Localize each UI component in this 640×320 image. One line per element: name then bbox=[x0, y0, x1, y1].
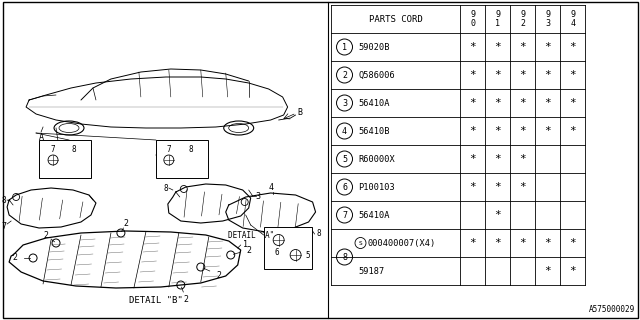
Text: *: * bbox=[544, 238, 551, 248]
Text: *: * bbox=[544, 98, 551, 108]
Text: *: * bbox=[519, 126, 526, 136]
Text: A: A bbox=[38, 133, 44, 142]
Text: 7: 7 bbox=[166, 145, 171, 154]
Text: *: * bbox=[494, 210, 501, 220]
Bar bbox=[264, 227, 312, 269]
Text: *: * bbox=[469, 182, 476, 192]
Text: 3: 3 bbox=[342, 99, 347, 108]
Text: 5: 5 bbox=[342, 155, 347, 164]
Text: 8: 8 bbox=[342, 252, 347, 261]
Text: 9
1: 9 1 bbox=[495, 10, 500, 28]
Text: 000400007(X4): 000400007(X4) bbox=[367, 238, 436, 247]
Text: *: * bbox=[519, 182, 526, 192]
Text: Q586006: Q586006 bbox=[358, 70, 396, 79]
Text: 59187: 59187 bbox=[358, 267, 385, 276]
Text: P100103: P100103 bbox=[358, 182, 396, 191]
Text: *: * bbox=[519, 42, 526, 52]
Text: *: * bbox=[494, 126, 501, 136]
Text: *: * bbox=[469, 70, 476, 80]
Text: 9
0: 9 0 bbox=[470, 10, 476, 28]
Text: *: * bbox=[569, 70, 576, 80]
Text: 2: 2 bbox=[246, 245, 251, 254]
Text: B: B bbox=[298, 108, 303, 116]
Text: 8: 8 bbox=[163, 183, 168, 193]
Text: 2: 2 bbox=[216, 270, 221, 279]
Text: 8: 8 bbox=[1, 196, 6, 204]
Text: 2: 2 bbox=[342, 70, 347, 79]
Text: 9
2: 9 2 bbox=[520, 10, 525, 28]
Text: *: * bbox=[519, 70, 526, 80]
Text: *: * bbox=[544, 266, 551, 276]
Text: *: * bbox=[569, 266, 576, 276]
Text: *: * bbox=[544, 126, 551, 136]
Text: 2: 2 bbox=[183, 294, 188, 303]
Text: A575000029: A575000029 bbox=[589, 305, 635, 314]
Text: 2: 2 bbox=[13, 253, 18, 262]
Text: 2: 2 bbox=[124, 219, 129, 228]
Text: S: S bbox=[358, 241, 362, 245]
Text: *: * bbox=[469, 42, 476, 52]
Text: *: * bbox=[469, 238, 476, 248]
Text: *: * bbox=[469, 126, 476, 136]
Bar bbox=[39, 140, 91, 178]
Text: DETAIL "A": DETAIL "A" bbox=[228, 230, 274, 239]
Text: *: * bbox=[494, 42, 501, 52]
Text: 4: 4 bbox=[268, 183, 273, 192]
Text: 3: 3 bbox=[255, 191, 260, 201]
Text: 56410A: 56410A bbox=[358, 99, 390, 108]
Text: *: * bbox=[519, 98, 526, 108]
Text: 8: 8 bbox=[188, 145, 193, 154]
Text: 1: 1 bbox=[243, 239, 248, 249]
Text: *: * bbox=[569, 42, 576, 52]
Text: 1: 1 bbox=[342, 43, 347, 52]
Text: 4: 4 bbox=[342, 126, 347, 135]
Text: 6: 6 bbox=[342, 182, 347, 191]
Text: *: * bbox=[519, 154, 526, 164]
Text: *: * bbox=[494, 70, 501, 80]
Text: *: * bbox=[569, 238, 576, 248]
Text: 6: 6 bbox=[275, 247, 279, 257]
Text: 5: 5 bbox=[305, 251, 310, 260]
Text: 2: 2 bbox=[44, 230, 49, 239]
Text: *: * bbox=[494, 98, 501, 108]
Text: *: * bbox=[494, 182, 501, 192]
Text: 56410A: 56410A bbox=[358, 211, 390, 220]
Text: *: * bbox=[494, 238, 501, 248]
Text: 7: 7 bbox=[1, 221, 6, 230]
Text: 7: 7 bbox=[342, 211, 347, 220]
Text: R60000X: R60000X bbox=[358, 155, 396, 164]
Text: 8: 8 bbox=[317, 228, 321, 237]
Text: *: * bbox=[519, 238, 526, 248]
Text: *: * bbox=[469, 98, 476, 108]
Text: *: * bbox=[569, 98, 576, 108]
Text: 8: 8 bbox=[72, 145, 76, 154]
Text: *: * bbox=[544, 70, 551, 80]
Text: 9
4: 9 4 bbox=[570, 10, 575, 28]
Text: 9
3: 9 3 bbox=[545, 10, 550, 28]
Text: *: * bbox=[469, 154, 476, 164]
Text: *: * bbox=[494, 154, 501, 164]
Text: *: * bbox=[569, 126, 576, 136]
Text: 7: 7 bbox=[51, 145, 55, 154]
Bar bbox=[156, 140, 208, 178]
Text: DETAIL "B": DETAIL "B" bbox=[129, 296, 183, 305]
Text: PARTS CORD: PARTS CORD bbox=[369, 14, 422, 23]
Text: 59020B: 59020B bbox=[358, 43, 390, 52]
Text: 56410B: 56410B bbox=[358, 126, 390, 135]
Text: *: * bbox=[544, 42, 551, 52]
